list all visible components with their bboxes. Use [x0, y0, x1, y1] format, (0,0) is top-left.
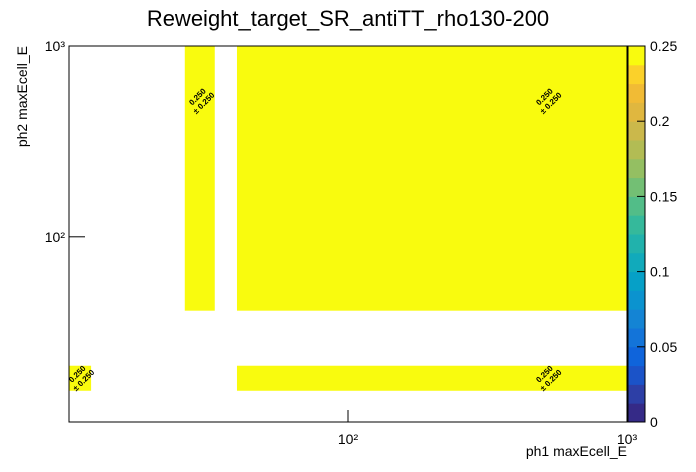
- colorbar-tick-label: 0.25: [650, 38, 677, 54]
- cell: [236, 365, 627, 391]
- colorbar-band: [628, 271, 645, 291]
- cell: [236, 46, 627, 311]
- colorbar-tick-label: 0: [650, 414, 658, 430]
- colorbar-band: [628, 403, 645, 423]
- colorbar-band: [628, 46, 645, 66]
- x-tick-label: 10³: [617, 431, 638, 447]
- colorbar-tick-label: 0.15: [650, 188, 677, 204]
- colorbar-band: [628, 384, 645, 404]
- colorbar-frame: [627, 45, 646, 423]
- colorbar-band: [628, 177, 645, 197]
- colorbar-band: [628, 290, 645, 310]
- y-axis-title: ph2 maxEcell_E: [14, 46, 30, 147]
- cell: [69, 365, 92, 391]
- colorbar-band: [628, 102, 645, 122]
- colorbar-band: [628, 365, 645, 385]
- colorbar-band: [628, 83, 645, 103]
- colorbar-band: [628, 121, 645, 141]
- colorbar-band: [628, 252, 645, 273]
- y-tick-label: 10²: [45, 229, 66, 245]
- colorbar-band: [628, 309, 645, 329]
- cell: [184, 46, 215, 311]
- colorbar-tick-label: 0.2: [650, 113, 670, 129]
- colorbar-band: [628, 196, 645, 216]
- x-axis-title: ph1 maxEcell_E: [526, 443, 627, 459]
- colorbar-band: [628, 140, 645, 160]
- colorbar-band: [628, 215, 645, 235]
- colorbar-band: [628, 328, 645, 348]
- x-tick-label: 10²: [338, 431, 359, 447]
- colorbar-band: [628, 234, 645, 254]
- colorbar-band: [628, 158, 645, 179]
- chart-title: Reweight_target_SR_antiTT_rho130-200: [147, 6, 549, 31]
- y-tick-label: 10³: [45, 38, 66, 54]
- colorbar-band: [628, 64, 645, 85]
- colorbar-band: [628, 346, 645, 367]
- colorbar-tick-label: 0.1: [650, 264, 670, 280]
- colorbar-tick-label: 0.05: [650, 339, 677, 355]
